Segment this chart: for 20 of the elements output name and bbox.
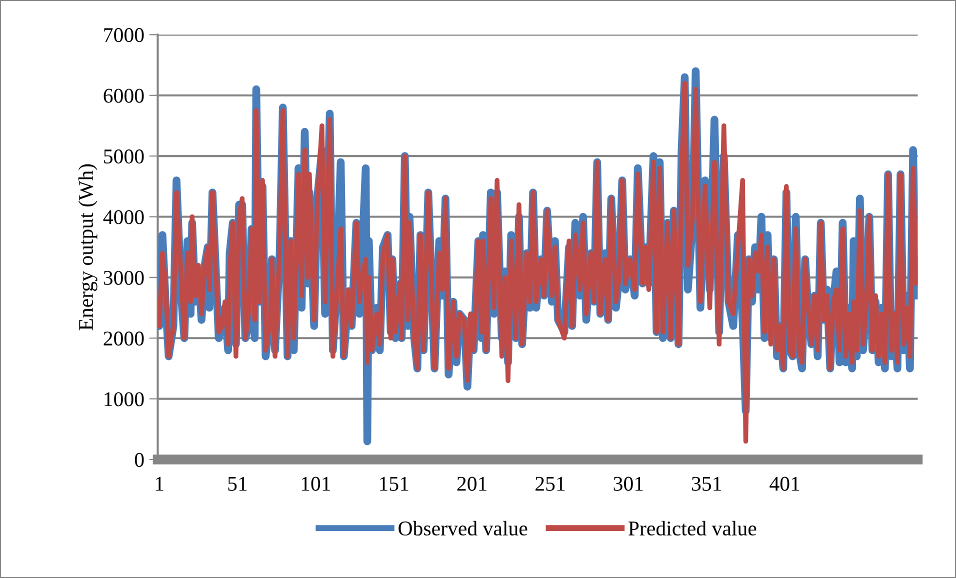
x-tick-label: 151 xyxy=(380,476,408,491)
y-tick-label: 4000 xyxy=(103,210,144,224)
x-tick-label: 101 xyxy=(302,476,330,491)
x-tick-label: 1 xyxy=(156,476,164,491)
y-tick-label: 0 xyxy=(134,452,144,467)
x-tick-label: 251 xyxy=(536,476,565,491)
y-tick-label: 5000 xyxy=(104,149,144,164)
legend-label: Observed value xyxy=(398,520,528,536)
y-tick-label: 3000 xyxy=(104,270,144,285)
legend-label: Predicted value xyxy=(628,520,756,536)
y-tick-label: 2000 xyxy=(104,332,144,346)
x-tick-label: 51 xyxy=(228,476,247,491)
x-tick-label: 351 xyxy=(692,476,722,491)
y-tick-label: 7000 xyxy=(104,28,144,42)
x-tick-label: 401 xyxy=(770,476,800,491)
x-tick-label: 201 xyxy=(457,476,486,491)
y-axis-title: Energy output (Wh) xyxy=(78,164,98,330)
y-tick-label: 6000 xyxy=(104,88,144,103)
y-tick-label: 1000 xyxy=(104,392,144,406)
x-tick-label: 301 xyxy=(614,476,643,491)
